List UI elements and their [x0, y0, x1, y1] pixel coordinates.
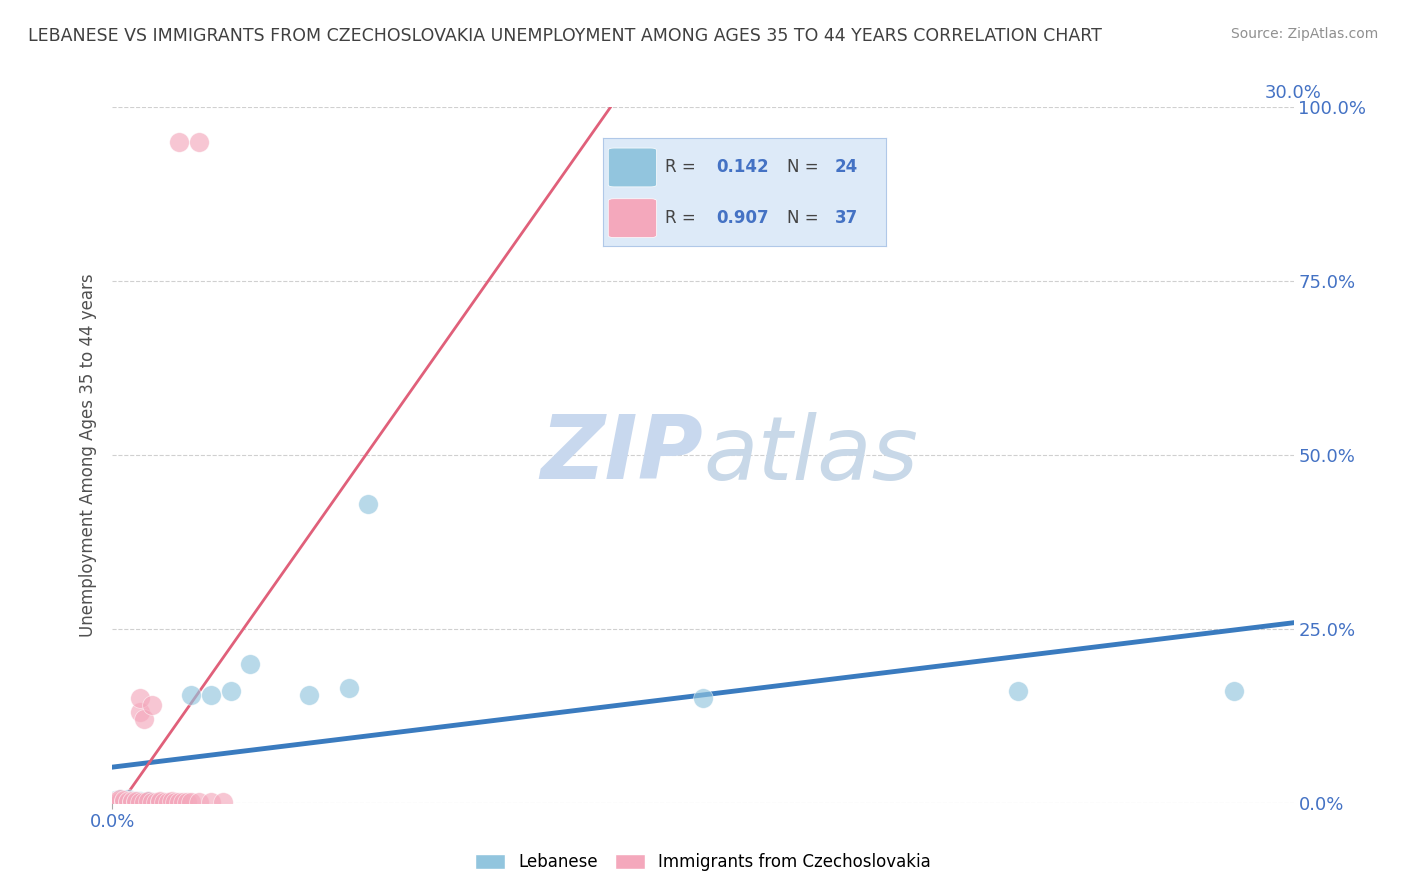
Point	[110, 792, 132, 806]
Legend: Lebanese, Immigrants from Czechoslovakia: Lebanese, Immigrants from Czechoslovakia	[468, 847, 938, 878]
Text: atlas: atlas	[703, 412, 918, 498]
Y-axis label: Unemployment Among Ages 35 to 44 years: Unemployment Among Ages 35 to 44 years	[79, 273, 97, 637]
Point	[112, 795, 135, 809]
Point	[132, 712, 155, 726]
Point	[125, 794, 148, 808]
Point	[180, 688, 202, 702]
Point	[129, 795, 152, 809]
Point	[145, 795, 167, 809]
Point	[132, 795, 155, 809]
Point	[169, 135, 191, 149]
Text: 24: 24	[835, 159, 858, 177]
Text: N =: N =	[787, 159, 818, 177]
Point	[160, 794, 183, 808]
Point	[112, 794, 135, 808]
Point	[141, 698, 163, 713]
Point	[239, 657, 262, 671]
Point	[152, 795, 174, 809]
Point	[105, 795, 128, 809]
Point	[105, 793, 128, 807]
Point	[117, 792, 139, 806]
Text: R =: R =	[665, 209, 696, 227]
Text: 0.907: 0.907	[716, 209, 769, 227]
Point	[110, 795, 132, 809]
Point	[105, 794, 128, 808]
Point	[129, 706, 152, 720]
Point	[200, 795, 222, 809]
Point	[136, 794, 159, 808]
Text: R =: R =	[665, 159, 696, 177]
Text: N =: N =	[787, 209, 818, 227]
Point	[105, 794, 128, 808]
Point	[200, 688, 222, 702]
Point	[219, 684, 242, 698]
Point	[112, 793, 135, 807]
Point	[156, 795, 179, 809]
Point	[121, 795, 143, 809]
Point	[188, 135, 211, 149]
Text: Source: ZipAtlas.com: Source: ZipAtlas.com	[1230, 27, 1378, 41]
Point	[176, 795, 198, 809]
Text: ZIP: ZIP	[540, 411, 703, 499]
Point	[121, 794, 143, 808]
Point	[357, 497, 380, 511]
Point	[692, 691, 714, 706]
Point	[132, 795, 155, 809]
Point	[1007, 684, 1029, 698]
Point	[110, 794, 132, 808]
Point	[101, 796, 124, 810]
Point	[337, 681, 360, 695]
Text: 0.142: 0.142	[716, 159, 769, 177]
Point	[125, 794, 148, 808]
Point	[117, 794, 139, 808]
Point	[188, 795, 211, 809]
Point	[136, 794, 159, 808]
Point	[110, 792, 132, 806]
Point	[110, 795, 132, 809]
Point	[129, 691, 152, 706]
Point	[121, 794, 143, 808]
FancyBboxPatch shape	[609, 148, 657, 187]
Point	[141, 795, 163, 809]
Point	[1223, 684, 1246, 698]
Point	[125, 795, 148, 809]
Point	[172, 795, 194, 809]
Point	[129, 794, 152, 808]
Point	[211, 795, 233, 809]
Point	[117, 795, 139, 809]
Text: 37: 37	[835, 209, 858, 227]
Point	[149, 795, 172, 809]
Point	[165, 795, 187, 809]
Point	[180, 795, 202, 809]
FancyBboxPatch shape	[609, 199, 657, 237]
Point	[112, 793, 135, 807]
Point	[169, 795, 191, 809]
Point	[112, 794, 135, 808]
Point	[117, 795, 139, 809]
Point	[101, 795, 124, 809]
Text: LEBANESE VS IMMIGRANTS FROM CZECHOSLOVAKIA UNEMPLOYMENT AMONG AGES 35 TO 44 YEAR: LEBANESE VS IMMIGRANTS FROM CZECHOSLOVAK…	[28, 27, 1102, 45]
Point	[298, 688, 321, 702]
Point	[149, 794, 172, 808]
